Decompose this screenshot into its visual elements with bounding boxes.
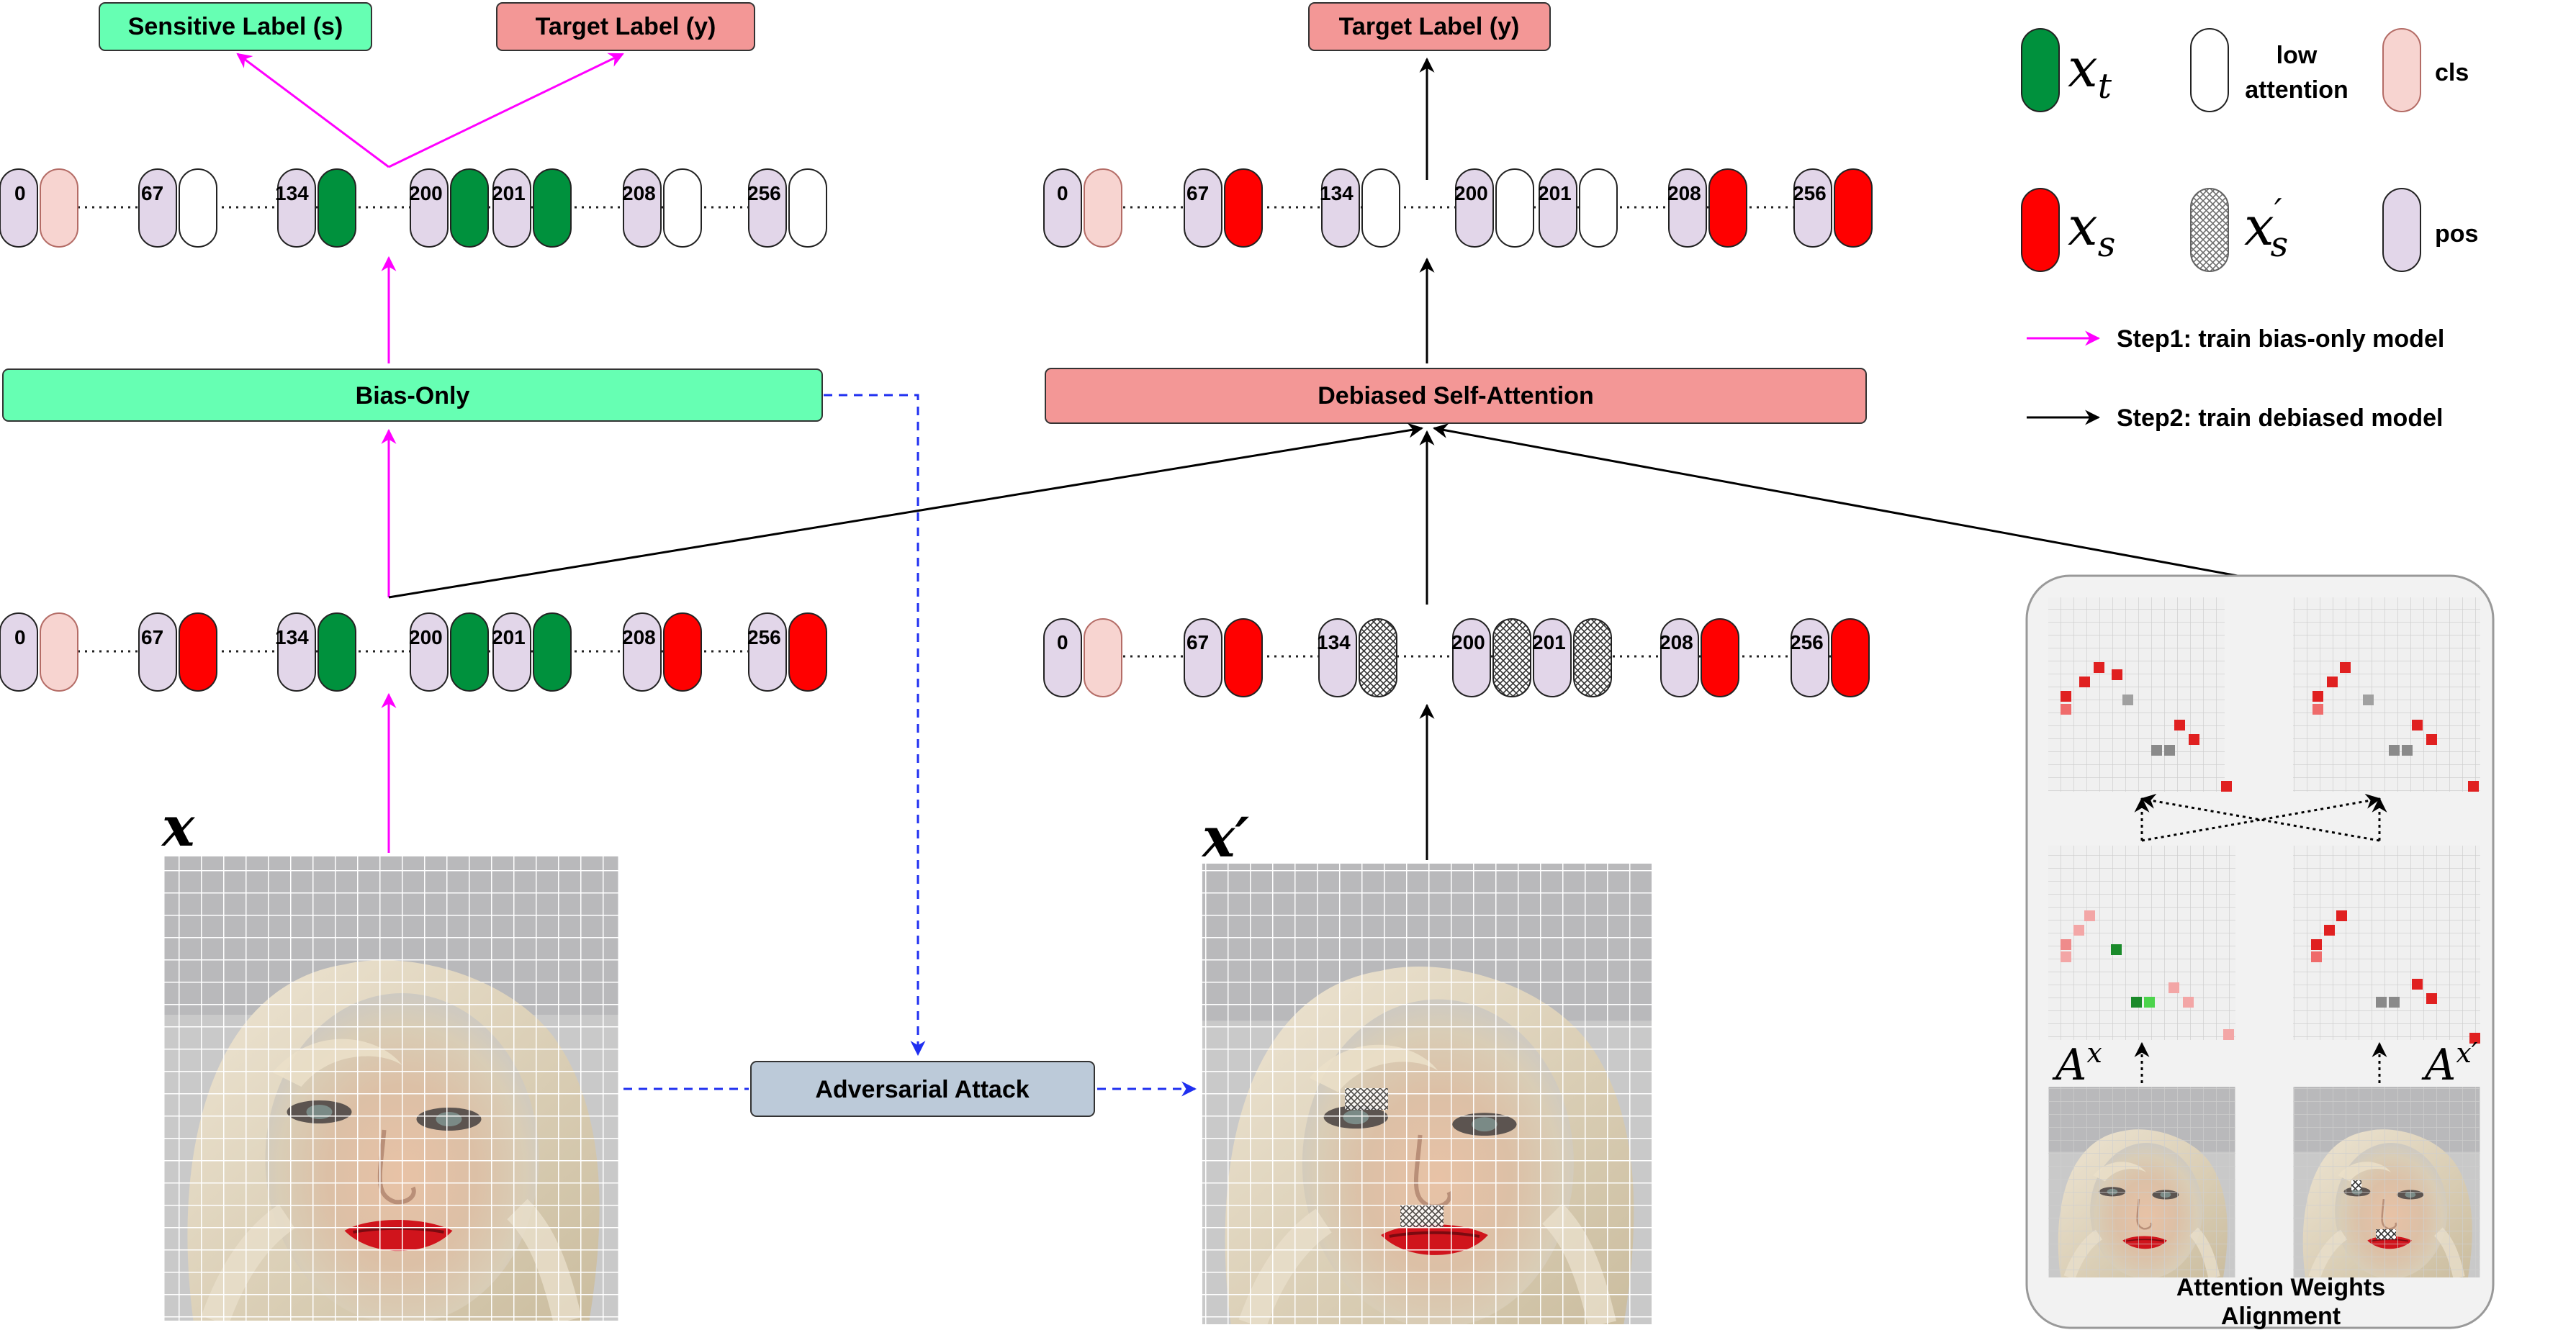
- svg-text:208: 208: [1659, 631, 1693, 653]
- step2-arrow-from-left-row: [388, 422, 1424, 599]
- legend-step1-label: Step1: train bias-only model: [2117, 325, 2444, 353]
- svg-text:67: 67: [141, 182, 163, 204]
- legend-xs-prime-label: x′ s: [2244, 191, 2288, 265]
- attention-cells: [2061, 662, 2480, 1044]
- step1-arrow-to-target: [388, 53, 624, 168]
- step2-arrow-from-alignment: [1432, 423, 2258, 581]
- bias-only-box: Bias-Only: [2, 368, 823, 422]
- debiased-self-attention-text: Debiased Self-Attention: [1318, 382, 1593, 410]
- attention-ax-label: Ax: [2052, 1037, 2102, 1090]
- svg-text:256: 256: [747, 626, 781, 648]
- adversarial-attack-text: Adversarial Attack: [815, 1076, 1029, 1103]
- svg-text:256: 256: [1793, 182, 1827, 204]
- svg-text:208: 208: [622, 182, 656, 204]
- bias-only-text: Bias-Only: [356, 382, 470, 410]
- adversarial-attack-box: Adversarial Attack: [750, 1061, 1095, 1117]
- target-label-box-left: Target Label (y): [496, 2, 755, 51]
- svg-text:201: 201: [492, 626, 526, 648]
- xprime-image-label: x′: [1201, 805, 1249, 869]
- legend-xs-label: xs: [2068, 196, 2115, 265]
- svg-text:201: 201: [492, 182, 526, 204]
- sensitive-label-box: Sensitive Label (s): [99, 2, 372, 51]
- svg-text:0: 0: [14, 626, 26, 648]
- alignment-title-line1: Attention Weights: [2176, 1274, 2385, 1301]
- legend-low-attention-swatch: [2190, 28, 2229, 112]
- svg-text:0: 0: [14, 182, 26, 204]
- adversarial-image-xprime: [1199, 864, 1656, 1324]
- token-row-left-top: 0 67 134 200 201 208 256: [0, 168, 827, 248]
- target-label-text-left: Target Label (y): [536, 13, 716, 40]
- legend-step2-label: Step2: train debiased model: [2117, 404, 2443, 432]
- svg-text:67: 67: [141, 626, 163, 648]
- debiased-self-attention-box: Debiased Self-Attention: [1045, 368, 1867, 424]
- small-image-xprime: [2293, 1087, 2480, 1277]
- svg-text:201: 201: [1532, 631, 1566, 653]
- step1-arrow-to-sensitive: [236, 53, 389, 168]
- svg-text:200: 200: [1454, 182, 1488, 204]
- legend-cls-label: cls: [2435, 59, 2469, 86]
- small-image-x: [2048, 1087, 2235, 1277]
- dashed-arrow-biasonly-to-attack: [824, 394, 926, 1057]
- svg-text:67: 67: [1186, 631, 1209, 653]
- sensitive-label-text: Sensitive Label (s): [128, 13, 343, 40]
- svg-text:208: 208: [622, 626, 656, 648]
- legend-xt-label: xt: [2068, 37, 2112, 107]
- legend-pos-swatch: [2382, 188, 2421, 272]
- svg-text:134: 134: [1317, 631, 1351, 653]
- svg-text:67: 67: [1186, 182, 1209, 204]
- attention-axprime-label: Ax′: [2421, 1037, 2478, 1090]
- svg-text:200: 200: [409, 626, 443, 648]
- svg-text:256: 256: [747, 182, 781, 204]
- legend-xs-swatch: [2021, 188, 2060, 272]
- token-row-left-bottom: 0 67 134 200 201 208 256: [0, 612, 827, 692]
- legend-low-attention-line2: attention: [2245, 76, 2348, 104]
- legend-xs-prime-swatch: [2190, 188, 2229, 272]
- legend: xt low attention cls xs x′ s pos Step1: t…: [2021, 28, 2478, 432]
- svg-text:201: 201: [1538, 182, 1572, 204]
- svg-text:256: 256: [1790, 631, 1824, 653]
- alignment-title-line2: Alignment: [2221, 1303, 2341, 1330]
- token-row-right-bottom: 0 67 134 200 201 208 256: [1043, 618, 1870, 697]
- svg-text:134: 134: [275, 182, 309, 204]
- svg-text:134: 134: [275, 626, 309, 648]
- legend-pos-label: pos: [2435, 220, 2478, 248]
- x-image-label: x: [161, 795, 196, 859]
- legend-low-attention-line1: low: [2276, 42, 2318, 69]
- input-image-x: [162, 856, 621, 1321]
- token-row-right-top: 0 67 134 200 201 208 256: [1043, 168, 1873, 248]
- target-label-text-right: Target Label (y): [1339, 13, 1520, 40]
- legend-xt-swatch: [2021, 28, 2060, 112]
- svg-text:0: 0: [1057, 182, 1068, 204]
- svg-text:0: 0: [1057, 631, 1068, 653]
- svg-text:200: 200: [409, 182, 443, 204]
- svg-text:134: 134: [1320, 182, 1354, 204]
- attention-alignment-panel: Ax Ax′ Attention Weights Alignment: [2025, 574, 2495, 1330]
- svg-text:208: 208: [1667, 182, 1701, 204]
- svg-text:200: 200: [1451, 631, 1485, 653]
- target-label-box-right: Target Label (y): [1308, 2, 1551, 51]
- legend-cls-swatch: [2382, 28, 2421, 112]
